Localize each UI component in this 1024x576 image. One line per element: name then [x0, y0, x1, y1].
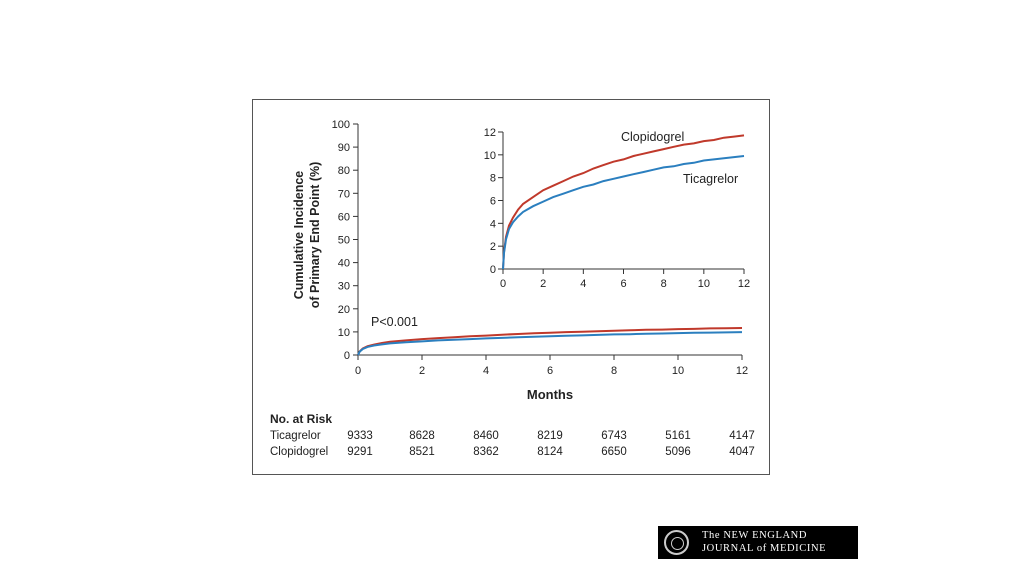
inset-y-tick-label: 4: [490, 218, 496, 230]
inset-x-tick-label: 6: [620, 278, 626, 290]
y-tick-label: 10: [338, 327, 350, 339]
risk-row-label: Clopidogrel: [270, 446, 328, 458]
x-tick-label: 0: [355, 365, 361, 377]
y-tick-label: 80: [338, 165, 350, 177]
risk-value: 9333: [347, 430, 373, 442]
inset-series-line-ticagrelor: [502, 155, 745, 270]
inset-y-tick-label: 12: [484, 127, 496, 139]
y-tick-label: 40: [338, 258, 350, 270]
inset-y-tick-label: 8: [490, 173, 496, 185]
risk-value: 8628: [409, 430, 435, 442]
logo-line1: The NEW ENGLAND: [702, 530, 808, 541]
risk-value: 8362: [473, 446, 499, 458]
y-axis-label-line2: of Primary End Point (%): [308, 162, 322, 309]
x-axis-label: Months: [527, 387, 573, 402]
risk-value: 4147: [729, 430, 755, 442]
inset-x-tick-label: 0: [500, 278, 506, 290]
inset-label-ticagrelor: Ticagrelor: [683, 172, 738, 186]
main-lines: [357, 327, 743, 356]
x-tick-label: 8: [611, 365, 617, 377]
series-line-ticagrelor: [357, 331, 743, 356]
x-tick-label: 10: [672, 365, 684, 377]
inset-y-tick-label: 10: [484, 150, 496, 162]
inset-y-tick-label: 6: [490, 196, 496, 208]
p-value-annotation: P<0.001: [371, 315, 418, 329]
y-tick-label: 30: [338, 281, 350, 293]
y-tick-label: 100: [332, 119, 350, 131]
inset-series-line-clopidogrel: [502, 134, 745, 270]
inset-x-tick-label: 4: [580, 278, 586, 290]
risk-value: 4047: [729, 446, 755, 458]
inset-axes: 0 2 4 6 8 10 12 0 2 4 6 8 10 12: [484, 127, 750, 290]
inset-x-tick-label: 8: [661, 278, 667, 290]
figure-panel: 0 10 20 30 40 50 60 70 80 90 100 0 2 4 6 8 10 12 P<0.001 …: [252, 99, 770, 475]
x-tick-label: 6: [547, 365, 553, 377]
y-tick-label: 20: [338, 304, 350, 316]
y-tick-label: 60: [338, 211, 350, 223]
y-axis-label-line1: Cumulative Incidence: [292, 171, 306, 300]
inset-y-tick-label: 2: [490, 241, 496, 253]
inset-y-tick-label: 0: [490, 264, 496, 276]
risk-table-title: No. at Risk: [270, 412, 332, 426]
nejm-logo: The NEW ENGLAND JOURNAL of MEDICINE: [658, 526, 858, 559]
y-tick-label: 90: [338, 142, 350, 154]
series-line-clopidogrel: [357, 327, 743, 356]
inset-lines: [502, 134, 745, 270]
y-tick-label: 0: [344, 350, 350, 362]
x-tick-label: 12: [736, 365, 748, 377]
inset-x-tick-label: 2: [540, 278, 546, 290]
inset-x-tick-label: 10: [698, 278, 710, 290]
risk-value: 5161: [665, 430, 691, 442]
risk-value: 5096: [665, 446, 691, 458]
inset-x-tick-label: 12: [738, 278, 750, 290]
risk-value: 8521: [409, 446, 435, 458]
risk-row-label: Ticagrelor: [270, 430, 321, 442]
risk-value: 8219: [537, 430, 563, 442]
risk-value: 9291: [347, 446, 373, 458]
y-tick-label: 50: [338, 235, 350, 247]
seal-icon: [664, 530, 689, 555]
risk-table: No. at Risk Ticagrelor Clopidogrel 9333 8…: [270, 412, 755, 458]
risk-value: 8460: [473, 430, 499, 442]
inset-label-clopidogrel: Clopidogrel: [621, 130, 684, 144]
logo-line2: JOURNAL of MEDICINE: [702, 543, 827, 554]
risk-value: 6743: [601, 430, 627, 442]
x-tick-label: 2: [419, 365, 425, 377]
y-tick-label: 70: [338, 188, 350, 200]
risk-value: 8124: [537, 446, 563, 458]
x-tick-label: 4: [483, 365, 489, 377]
risk-value: 6650: [601, 446, 627, 458]
